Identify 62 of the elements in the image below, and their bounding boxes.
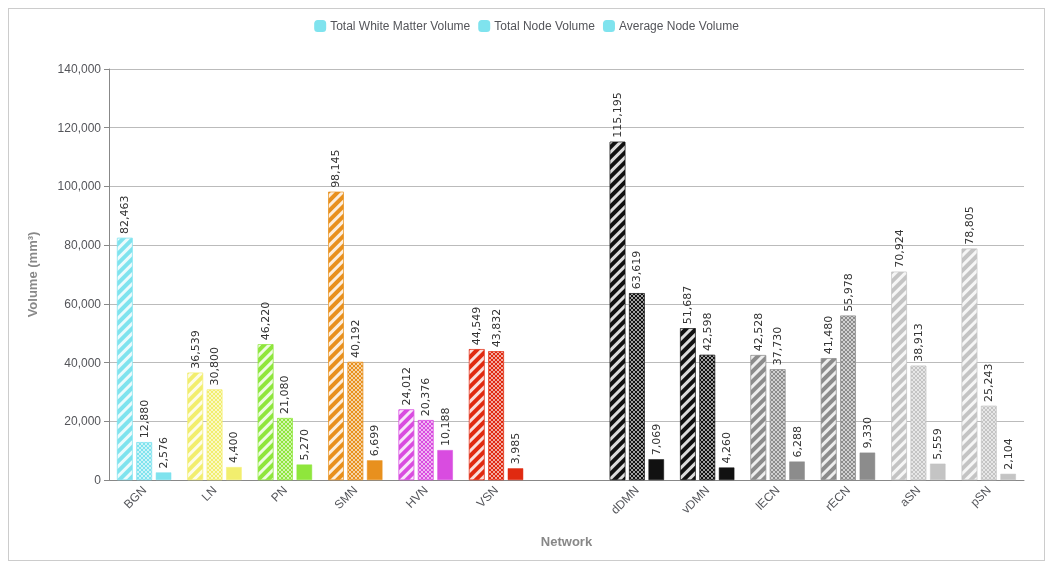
data-label: 37,730 — [771, 326, 785, 366]
x-tick-label: VSN — [473, 483, 502, 511]
legend-label: Average Node Volume — [618, 19, 740, 33]
x-axis-title: Network — [540, 534, 593, 549]
data-label: 24,012 — [399, 367, 413, 406]
bar — [155, 472, 172, 480]
data-label: 44,549 — [470, 306, 484, 346]
data-label: 7,069 — [649, 423, 663, 456]
data-label: 30,800 — [208, 347, 222, 386]
data-label: 5,270 — [297, 429, 311, 461]
data-label: 115,195 — [611, 92, 625, 138]
bar — [507, 468, 524, 480]
y-tick-label: 140,000 — [57, 62, 102, 76]
data-label: 41,480 — [822, 315, 836, 355]
y-tick-label: 120,000 — [57, 120, 102, 135]
data-label: 6,699 — [368, 424, 382, 457]
x-tick-label: LN — [198, 483, 220, 504]
data-label: 25,243 — [982, 363, 996, 402]
bar — [366, 460, 383, 480]
data-label: 4,400 — [227, 431, 241, 464]
data-label: 55,978 — [841, 273, 855, 312]
y-tick-label: 100,000 — [57, 179, 102, 194]
data-label: 78,805 — [962, 206, 976, 245]
y-axis-title: Volume (mm³) — [25, 231, 40, 318]
data-label: 40,192 — [348, 319, 362, 359]
data-label: 21,080 — [278, 375, 292, 415]
bar — [930, 463, 946, 480]
legend-label: Total White Matter Volume — [330, 19, 471, 33]
bar — [226, 467, 242, 480]
data-label: 63,619 — [630, 250, 644, 290]
data-label: 2,104 — [1001, 438, 1015, 470]
y-tick-label: 20,000 — [64, 414, 102, 429]
data-label: 2,576 — [157, 436, 171, 469]
data-label: 20,376 — [419, 377, 433, 417]
y-tick-label: 80,000 — [64, 238, 102, 253]
x-tick-label: PN — [268, 483, 290, 505]
bar — [1000, 473, 1016, 480]
bar — [648, 459, 664, 480]
data-label: 9,330 — [860, 417, 874, 449]
data-label: 70,924 — [892, 229, 906, 268]
bar — [718, 467, 735, 480]
data-label: 82,463 — [118, 195, 132, 234]
data-label: 5,559 — [931, 428, 945, 460]
y-tick-label: 60,000 — [64, 296, 102, 311]
data-label: 38,913 — [911, 323, 925, 362]
y-tick-label: 40,000 — [64, 355, 102, 370]
data-label: 42,528 — [751, 312, 765, 352]
data-label: 6,288 — [790, 426, 804, 458]
data-label: 46,220 — [259, 301, 273, 341]
data-label: 51,687 — [681, 285, 695, 325]
data-label: 98,145 — [329, 149, 343, 188]
data-label: 36,539 — [188, 330, 202, 369]
data-label: 4,260 — [720, 431, 734, 464]
data-label: 12,880 — [137, 399, 151, 439]
bar — [437, 450, 453, 480]
data-label: 42,598 — [700, 312, 714, 351]
data-label: 3,985 — [508, 432, 522, 465]
legend-label: Total Node Volume — [494, 19, 596, 33]
y-tick-label: 0 — [94, 473, 102, 487]
data-label: 43,832 — [489, 308, 503, 348]
data-label: 10,188 — [438, 407, 452, 447]
bar — [296, 464, 313, 480]
